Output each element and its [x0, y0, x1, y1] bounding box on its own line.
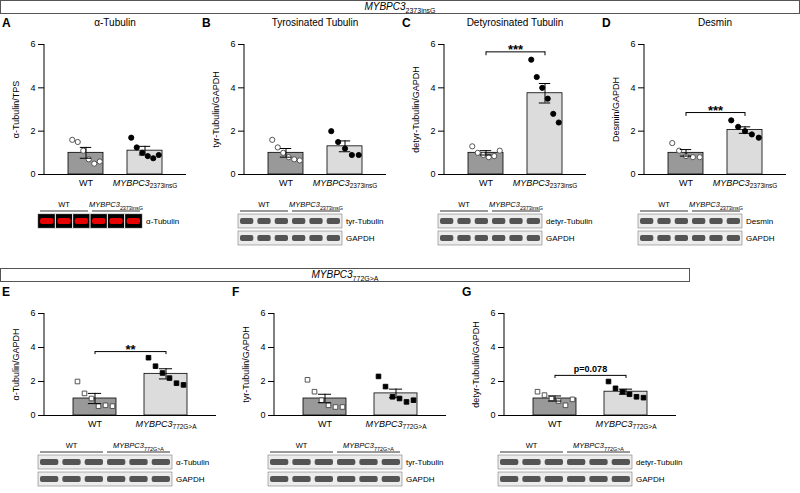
svg-text:WT: WT [458, 200, 470, 209]
svg-text:2: 2 [630, 126, 635, 136]
svg-text:detyr-Tubulin/GAPDH: detyr-Tubulin/GAPDH [411, 66, 421, 153]
svg-text:GAPDH: GAPDH [346, 234, 375, 243]
svg-text:MYBPC32373insG: MYBPC32373insG [89, 200, 143, 211]
svg-text:4: 4 [260, 342, 265, 352]
svg-text:2: 2 [230, 126, 235, 136]
svg-text:detyr-Tubulin: detyr-Tubulin [546, 217, 592, 226]
svg-text:***: *** [708, 103, 724, 118]
svg-text:α-Tubulin: α-Tubulin [146, 217, 179, 226]
svg-text:WT: WT [479, 178, 493, 188]
svg-text:MYBPC3772G>A: MYBPC3772G>A [113, 441, 164, 452]
html-text:α-Tubulin: α-Tubulin [94, 17, 136, 28]
svg-text:WT: WT [258, 200, 270, 209]
svg-text:MYBPC3772G>A: MYBPC3772G>A [136, 419, 198, 431]
svg-text:GAPDH: GAPDH [176, 475, 205, 484]
svg-text:Desmin: Desmin [746, 217, 773, 226]
svg-text:GAPDH: GAPDH [636, 475, 665, 484]
svg-text:WT: WT [279, 178, 293, 188]
svg-text:tyr-Tubulin/GAPDH: tyr-Tubulin/GAPDH [241, 326, 251, 403]
svg-text:WT: WT [679, 178, 693, 188]
svg-text:0: 0 [430, 169, 435, 179]
html-text:D: D [602, 16, 611, 30]
svg-text:0: 0 [260, 410, 265, 420]
html-text:G: G [462, 285, 472, 299]
svg-text:tyr-Tubulin/GAPDH: tyr-Tubulin/GAPDH [211, 71, 221, 148]
svg-text:p=0.078: p=0.078 [574, 364, 607, 374]
svg-text:4: 4 [490, 342, 495, 352]
svg-text:α-Tubulin/GAPDH: α-Tubulin/GAPDH [11, 329, 21, 401]
svg-text:MYBPC32373insG: MYBPC32373insG [513, 178, 578, 190]
svg-text:0: 0 [490, 410, 495, 420]
svg-text:WT: WT [66, 441, 78, 450]
svg-text:tyr-Tubulin: tyr-Tubulin [346, 217, 384, 226]
svg-text:MYBPC3772G>A: MYBPC3772G>A [366, 419, 428, 431]
svg-text:MYBPC32373insG: MYBPC32373insG [489, 200, 543, 211]
svg-text:MYBPC32373insG: MYBPC32373insG [113, 178, 178, 190]
svg-text:2: 2 [490, 376, 495, 386]
svg-text:2: 2 [30, 376, 35, 386]
svg-text:MYBPC3772G>A: MYBPC3772G>A [573, 441, 624, 452]
svg-text:α-Tubulin/TPS: α-Tubulin/TPS [11, 81, 21, 138]
html-text:Desmin: Desmin [698, 17, 732, 28]
svg-text:α-Tubulin: α-Tubulin [176, 458, 209, 467]
svg-text:tyr-Tubulin: tyr-Tubulin [406, 458, 444, 467]
svg-text:detyr-Tubulin/GAPDH: detyr-Tubulin/GAPDH [471, 321, 481, 408]
svg-text:MYBPC32373insG: MYBPC32373insG [313, 178, 378, 190]
html-text:A: A [2, 16, 11, 30]
svg-text:4: 4 [30, 342, 35, 352]
svg-text:0: 0 [630, 169, 635, 179]
html-text:MYBPC3: MYBPC3 [364, 1, 406, 12]
html-text:772G>A: 772G>A [352, 275, 379, 282]
svg-text:6: 6 [30, 308, 35, 318]
html-text:MYBPC3: MYBPC3 [311, 269, 353, 280]
svg-text:WT: WT [318, 419, 332, 429]
svg-text:MYBPC32373insG: MYBPC32373insG [713, 178, 778, 190]
svg-text:2: 2 [430, 126, 435, 136]
svg-text:GAPDH: GAPDH [406, 475, 435, 484]
svg-text:MYBPC3772G>A: MYBPC3772G>A [343, 441, 394, 452]
svg-text:4: 4 [430, 83, 435, 93]
svg-text:Desmin/GAPDH: Desmin/GAPDH [611, 77, 621, 142]
svg-text:6: 6 [260, 308, 265, 318]
html-text:C: C [402, 16, 411, 30]
svg-text:0: 0 [230, 169, 235, 179]
svg-text:4: 4 [30, 83, 35, 93]
svg-text:MYBPC32373insG: MYBPC32373insG [289, 200, 343, 211]
svg-text:6: 6 [490, 308, 495, 318]
svg-text:4: 4 [230, 83, 235, 93]
html-text:2373insG: 2373insG [405, 7, 436, 14]
svg-text:4: 4 [630, 83, 635, 93]
svg-text:MYBPC32373insG: MYBPC32373insG [689, 200, 743, 211]
svg-text:6: 6 [30, 39, 35, 49]
svg-text:WT: WT [526, 441, 538, 450]
svg-text:2: 2 [260, 376, 265, 386]
svg-text:0: 0 [30, 410, 35, 420]
svg-text:GAPDH: GAPDH [546, 234, 575, 243]
svg-text:GAPDH: GAPDH [746, 234, 775, 243]
svg-text:6: 6 [430, 39, 435, 49]
html-text:B: B [202, 16, 211, 30]
svg-text:detyr-Tubulin: detyr-Tubulin [636, 458, 682, 467]
svg-text:0: 0 [30, 169, 35, 179]
svg-text:**: ** [125, 342, 136, 357]
svg-text:MYBPC3772G>A: MYBPC3772G>A [596, 419, 658, 431]
html-text:Tyrosinated Tubulin: Tyrosinated Tubulin [271, 17, 359, 28]
html-text:F: F [232, 285, 240, 299]
svg-text:6: 6 [630, 39, 635, 49]
svg-text:WT: WT [58, 200, 70, 209]
svg-text:6: 6 [230, 39, 235, 49]
html-text:Detyrosinated Tubulin: Detyrosinated Tubulin [466, 17, 564, 28]
svg-text:WT: WT [548, 419, 562, 429]
html-text:E: E [2, 285, 10, 299]
svg-text:WT: WT [658, 200, 670, 209]
svg-text:WT: WT [88, 419, 102, 429]
svg-text:WT: WT [296, 441, 308, 450]
svg-text:WT: WT [79, 178, 93, 188]
svg-text:***: *** [508, 42, 524, 57]
svg-text:2: 2 [30, 126, 35, 136]
